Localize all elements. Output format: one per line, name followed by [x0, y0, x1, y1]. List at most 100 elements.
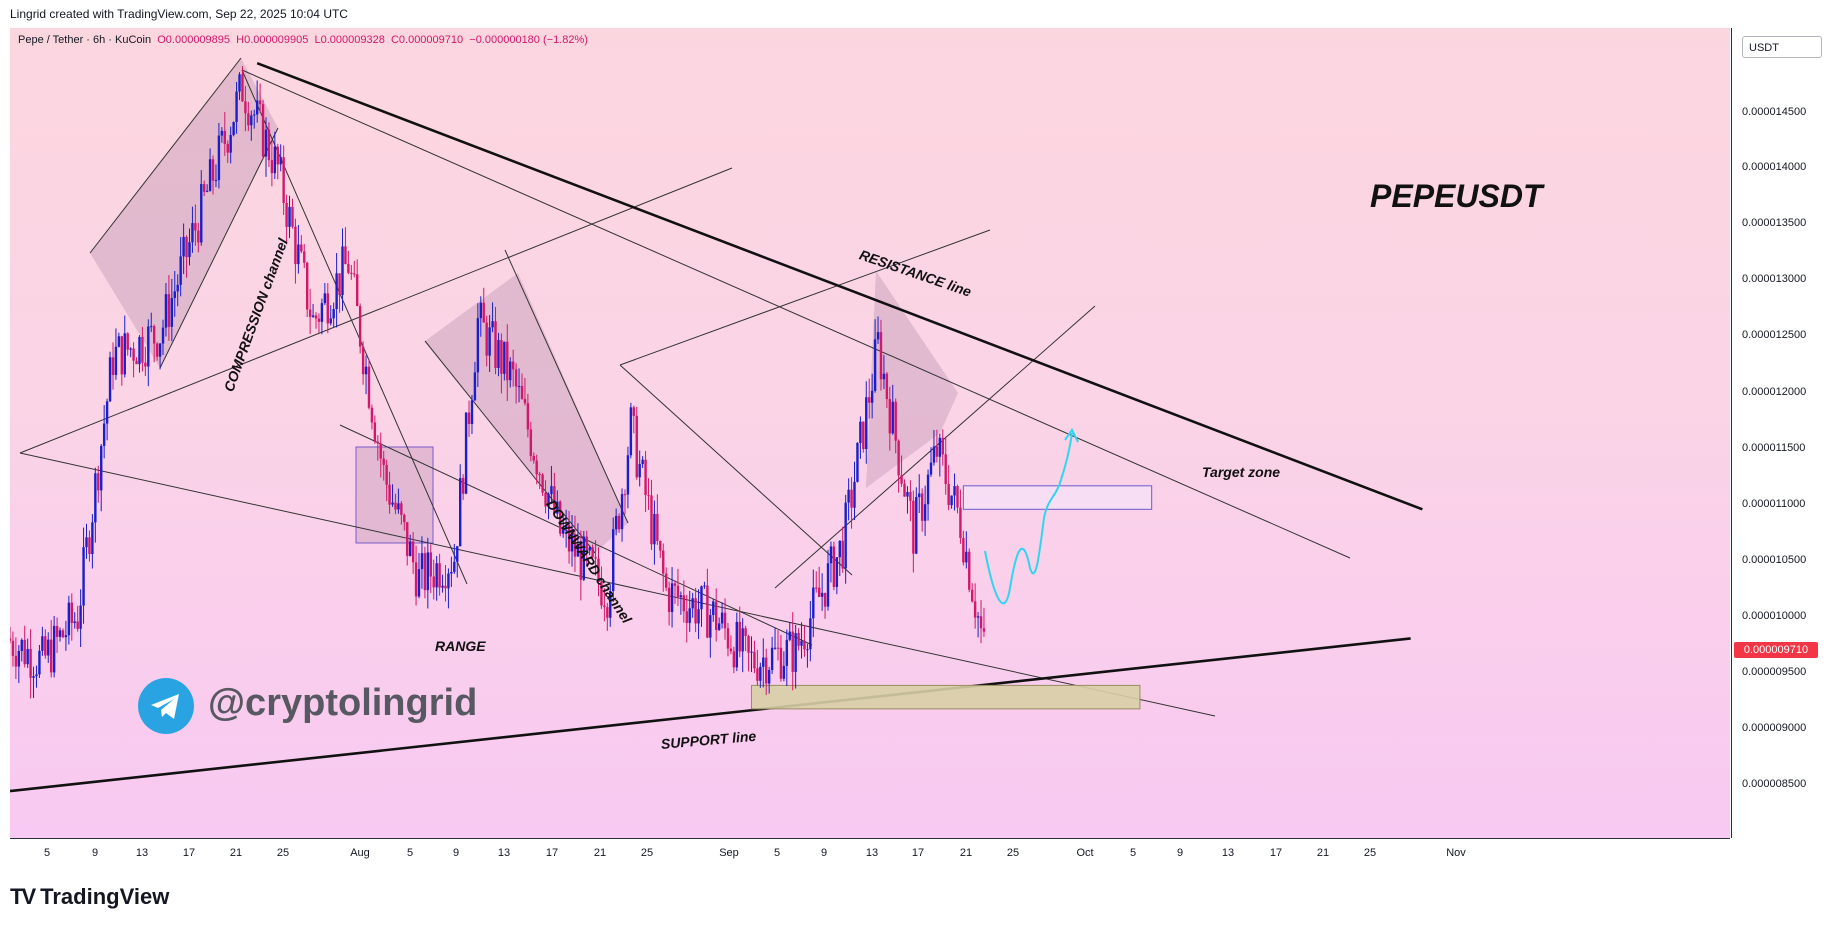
candle-body [709, 615, 712, 638]
price-tick: 0.000009000 [1742, 722, 1807, 734]
candle-body [732, 651, 736, 668]
candle-body [144, 362, 147, 367]
candle-body [579, 543, 583, 580]
candle-body [950, 495, 953, 506]
candle-body [217, 135, 221, 181]
candle-body [61, 630, 65, 638]
candle-body [903, 483, 906, 497]
candle-body [58, 630, 62, 637]
candle-body [553, 486, 556, 514]
ohlc-legend: Pepe / Tether · 6h · KuCoin O0.000009895… [18, 34, 588, 46]
candle-body [367, 366, 371, 408]
time-tick: 25 [640, 847, 654, 859]
candle-body [223, 130, 227, 144]
time-tick: 5 [1129, 847, 1137, 859]
price-axis[interactable]: USDT 0.000014500 0.000014000 0.000013500… [1731, 28, 1835, 838]
candle-body [73, 621, 76, 624]
candle-body [762, 657, 765, 667]
chart-area[interactable]: Pepe / Tether · 6h · KuCoin O0.000009895… [10, 28, 1730, 838]
time-tick: 5 [773, 847, 781, 859]
candle-body [773, 647, 777, 649]
candle-body [812, 587, 815, 619]
candle-body [114, 346, 118, 375]
candle-body [279, 157, 282, 165]
candle-body [759, 666, 762, 681]
candle-body [14, 655, 18, 667]
candle-body [191, 223, 194, 243]
candle-body [785, 639, 789, 666]
candle-body [438, 563, 441, 588]
time-tick: 9 [1176, 847, 1184, 859]
candle-body [432, 576, 435, 588]
candle-body [314, 315, 318, 319]
candle-body [588, 547, 591, 551]
candle-body [444, 585, 447, 589]
candle-body [747, 636, 750, 653]
candle-body [491, 321, 494, 328]
candle-body [900, 475, 903, 484]
downward-bottom [424, 340, 596, 554]
rebound-wedge-shade [866, 271, 958, 488]
candle-body [659, 541, 662, 551]
candle-body [685, 611, 688, 623]
candle-body [29, 648, 32, 678]
candle-body [47, 639, 50, 656]
candle-body [76, 621, 79, 629]
candle-body [641, 459, 644, 465]
candle-body [197, 230, 200, 243]
candle-body [826, 563, 830, 607]
candle-body [606, 607, 609, 618]
time-tick: 13 [865, 847, 879, 859]
candle-body [400, 503, 403, 515]
candle-body [653, 513, 656, 545]
candle-body [10, 638, 12, 641]
candle-body [161, 327, 165, 344]
candle-body [282, 157, 285, 203]
candle-body [794, 633, 797, 672]
candle-body [897, 440, 900, 476]
candle-body [511, 361, 515, 370]
candle-body [765, 657, 768, 684]
price-tick: 0.000011500 [1742, 442, 1806, 454]
candle-body [968, 551, 971, 590]
currency-button[interactable]: USDT [1742, 36, 1822, 58]
legend-change: −0.000000180 (−1.82%) [469, 34, 588, 46]
candle-body [426, 552, 430, 591]
candle-body [294, 226, 297, 265]
target-zone-box [962, 485, 1153, 510]
candle-body [376, 441, 380, 444]
candle-body [744, 628, 747, 637]
candle-body [473, 372, 477, 401]
time-tick: 21 [593, 847, 607, 859]
candle-body [411, 541, 415, 563]
candle-body [91, 522, 94, 555]
candle-body [612, 529, 615, 592]
candle-body [347, 263, 350, 273]
time-axis[interactable]: 5 9 13 17 21 25 Aug 5 9 13 17 21 25 Sep 5 9 13 17 21 25 Oct 5… [10, 838, 1730, 869]
candle-body [232, 122, 235, 136]
candle-body [323, 293, 327, 304]
tradingview-logo[interactable]: TV TradingView [10, 884, 169, 910]
legend-open: O0.000009895 [157, 34, 231, 46]
candle-body [297, 244, 300, 265]
candle-body [38, 650, 41, 675]
candle-body [476, 318, 480, 373]
candle-body [926, 474, 930, 505]
candle-body [288, 206, 291, 227]
candle-body [417, 569, 421, 597]
candle-body [235, 91, 238, 123]
candle-body [150, 326, 153, 328]
candle-body [200, 184, 203, 243]
candle-body [868, 397, 871, 403]
price-tick: 0.000008500 [1742, 778, 1807, 790]
candle-body [923, 504, 927, 521]
time-tick: Nov [1446, 847, 1466, 859]
candle-body [832, 546, 836, 587]
candle-body [152, 326, 156, 344]
candle-body [526, 403, 530, 430]
candle-body [767, 669, 771, 684]
fast-fall-line [241, 69, 468, 585]
candle-body [782, 665, 786, 679]
candle-body [697, 609, 700, 624]
tradingview-mark-icon: TV [10, 884, 36, 909]
